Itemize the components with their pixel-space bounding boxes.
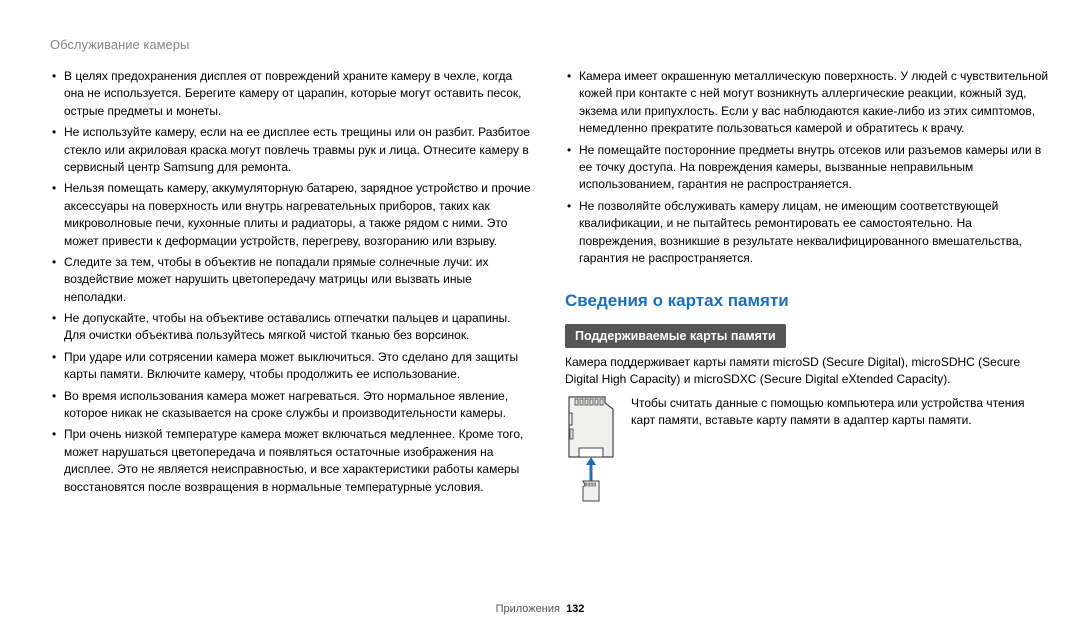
page-footer: Приложения 132 xyxy=(0,602,1080,618)
list-item: Не допускайте, чтобы на объективе остава… xyxy=(50,310,535,345)
sd-card-icon xyxy=(565,395,617,505)
right-bullet-list: Камера имеет окрашенную металлическую по… xyxy=(565,68,1050,267)
left-bullet-list: В целях предохранения дисплея от поврежд… xyxy=(50,68,535,496)
list-item: Не позволяйте обслуживать камеру лицам, … xyxy=(565,198,1050,268)
content-columns: В целях предохранения дисплея от поврежд… xyxy=(50,68,1050,590)
list-item: Нельзя помещать камеру, аккумуляторную б… xyxy=(50,180,535,250)
list-item: Камера имеет окрашенную металлическую по… xyxy=(565,68,1050,138)
subsection-heading: Поддерживаемые карты памяти xyxy=(565,324,786,348)
list-item: В целях предохранения дисплея от поврежд… xyxy=(50,68,535,120)
page-header: Обслуживание камеры xyxy=(50,36,189,55)
list-item: Следите за тем, чтобы в объектив не попа… xyxy=(50,254,535,306)
footer-section-label: Приложения xyxy=(496,603,560,615)
list-item: При ударе или сотрясении камера может вы… xyxy=(50,349,535,384)
footer-page-number: 132 xyxy=(566,603,584,615)
card-adapter-row: Чтобы считать данные с помощью компьютер… xyxy=(565,395,1050,505)
right-column: Камера имеет окрашенную металлическую по… xyxy=(565,68,1050,590)
list-item: При очень низкой температуре камера може… xyxy=(50,426,535,496)
list-item: Во время использования камера может нагр… xyxy=(50,388,535,423)
supported-cards-text: Камера поддерживает карты памяти microSD… xyxy=(565,354,1050,389)
section-title: Сведения о картах памяти xyxy=(565,289,1050,314)
adapter-instruction-text: Чтобы считать данные с помощью компьютер… xyxy=(631,395,1050,430)
list-item: Не используйте камеру, если на ее диспле… xyxy=(50,124,535,176)
left-column: В целях предохранения дисплея от поврежд… xyxy=(50,68,535,590)
list-item: Не помещайте посторонние предметы внутрь… xyxy=(565,142,1050,194)
